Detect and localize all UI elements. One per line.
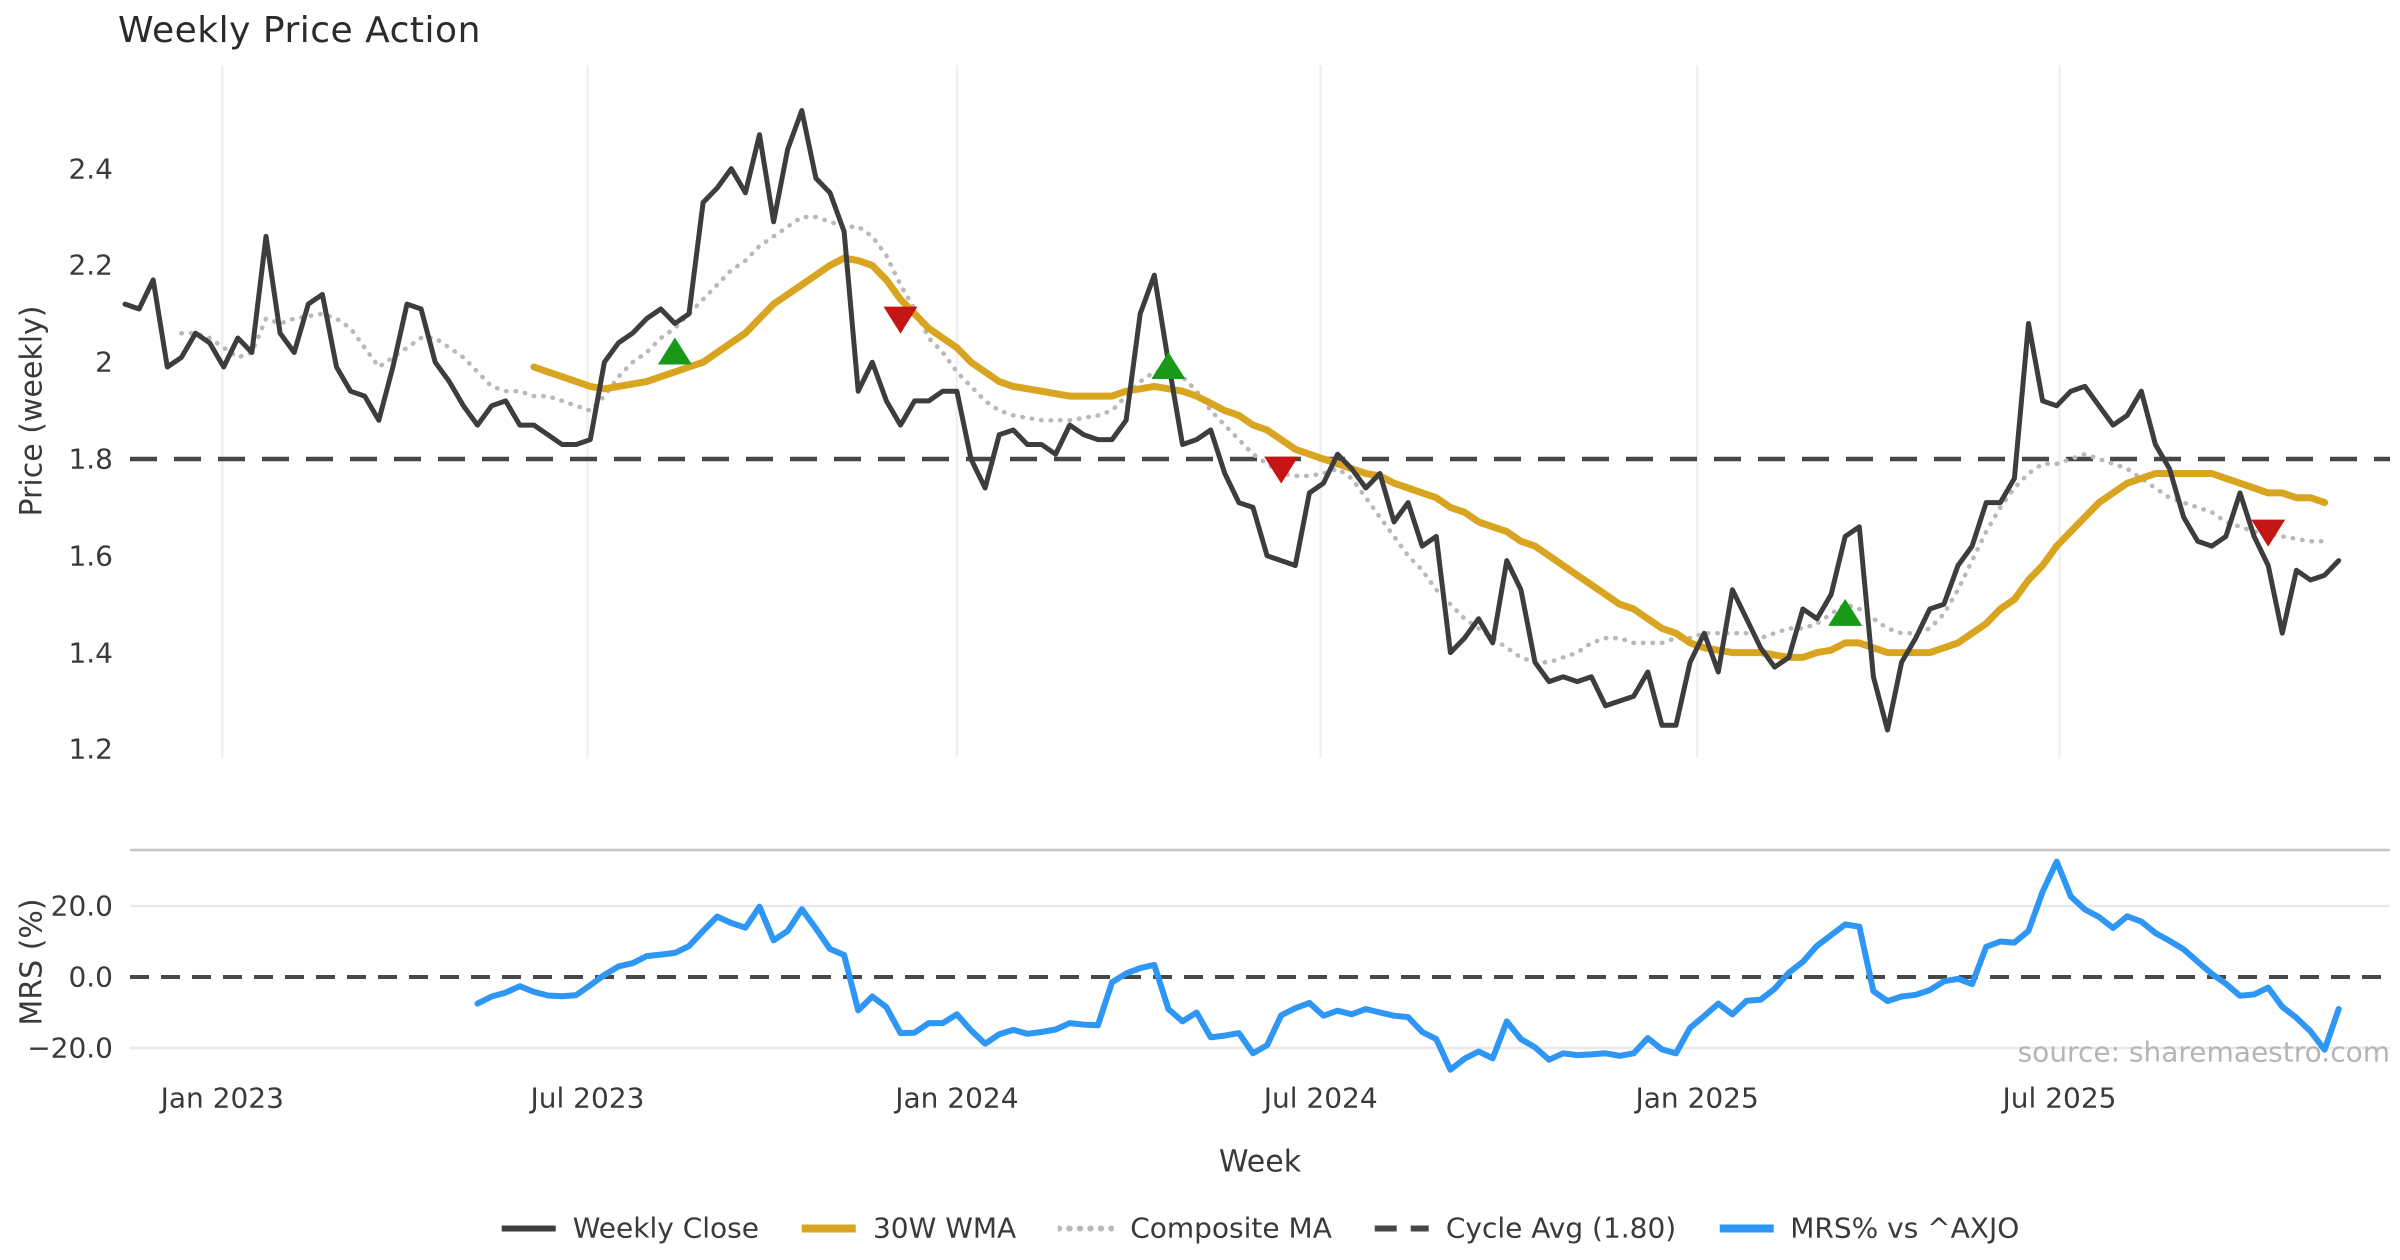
legend-item: Cycle Avg (1.80): [1374, 1212, 1676, 1245]
mrs-y-tick-label: 20.0: [50, 889, 113, 923]
price-y-tick-label: 1.2: [68, 732, 113, 766]
legend-item: Weekly Close: [501, 1212, 759, 1245]
x-axis-title: Week: [1218, 1144, 1302, 1180]
legend-solid-swatch-icon: [501, 1213, 557, 1243]
price-y-tick-label: 1.6: [68, 539, 113, 573]
buy-signal-marker: [1828, 598, 1863, 626]
wma-line: [530, 254, 2329, 661]
legend-label: Composite MA: [1130, 1211, 1332, 1245]
sell-signal-marker: [2251, 519, 2286, 547]
legend-label: 30W WMA: [872, 1211, 1017, 1245]
sell-signal-marker: [1264, 456, 1299, 484]
buy-signal-marker: [1151, 352, 1186, 380]
price-y-tick-label: 1.4: [68, 636, 113, 670]
x-tick-label: Jan 2024: [895, 1081, 1019, 1115]
chart-legend: Weekly Close 30W WMA Composite MA Cycle Avg…: [501, 1212, 2019, 1245]
mrs-line: [474, 858, 2342, 1073]
price-y-tick-label: 2.4: [68, 152, 113, 186]
x-tick-label: Jul 2024: [1263, 1081, 1378, 1115]
legend-label: Weekly Close: [572, 1211, 759, 1245]
x-tick-label: Jul 2025: [2002, 1081, 2117, 1115]
mrs-y-axis-title: MRS (%): [14, 898, 50, 1026]
price-y-tick-label: 2: [95, 345, 113, 379]
buy-signal-marker: [657, 337, 692, 365]
legend-solid-swatch-icon: [1718, 1213, 1774, 1243]
mrs-y-tick-label: −20.0: [27, 1031, 113, 1065]
price-y-axis-title: Price (weekly): [14, 305, 50, 517]
weekly-close-line: [122, 108, 2342, 733]
x-tick-label: Jan 2023: [160, 1081, 284, 1115]
legend-item: 30W WMA: [801, 1212, 1016, 1245]
sell-signal-marker: [883, 306, 918, 334]
legend-item: MRS% vs ^AXJO: [1718, 1212, 2019, 1245]
legend-label: MRS% vs ^AXJO: [1790, 1211, 2020, 1245]
mrs-y-tick-label: 0.0: [68, 960, 113, 994]
legend-dotted-swatch-icon: [1058, 1213, 1115, 1243]
legend-label: Cycle Avg (1.80): [1445, 1211, 1677, 1245]
composite-ma-line: [179, 214, 2327, 665]
source-note: source: sharemaestro.com: [2017, 1035, 2390, 1069]
legend-solid-swatch-icon: [801, 1213, 857, 1243]
price-y-tick-label: 2.2: [68, 248, 113, 282]
x-tick-label: Jul 2023: [530, 1081, 645, 1115]
page-title: Weekly Price Action: [118, 10, 481, 51]
legend-item: Composite MA: [1058, 1212, 1332, 1245]
legend-dashed-swatch-icon: [1374, 1213, 1430, 1243]
price-y-tick-label: 1.8: [68, 442, 113, 476]
x-tick-label: Jan 2025: [1635, 1081, 1759, 1115]
